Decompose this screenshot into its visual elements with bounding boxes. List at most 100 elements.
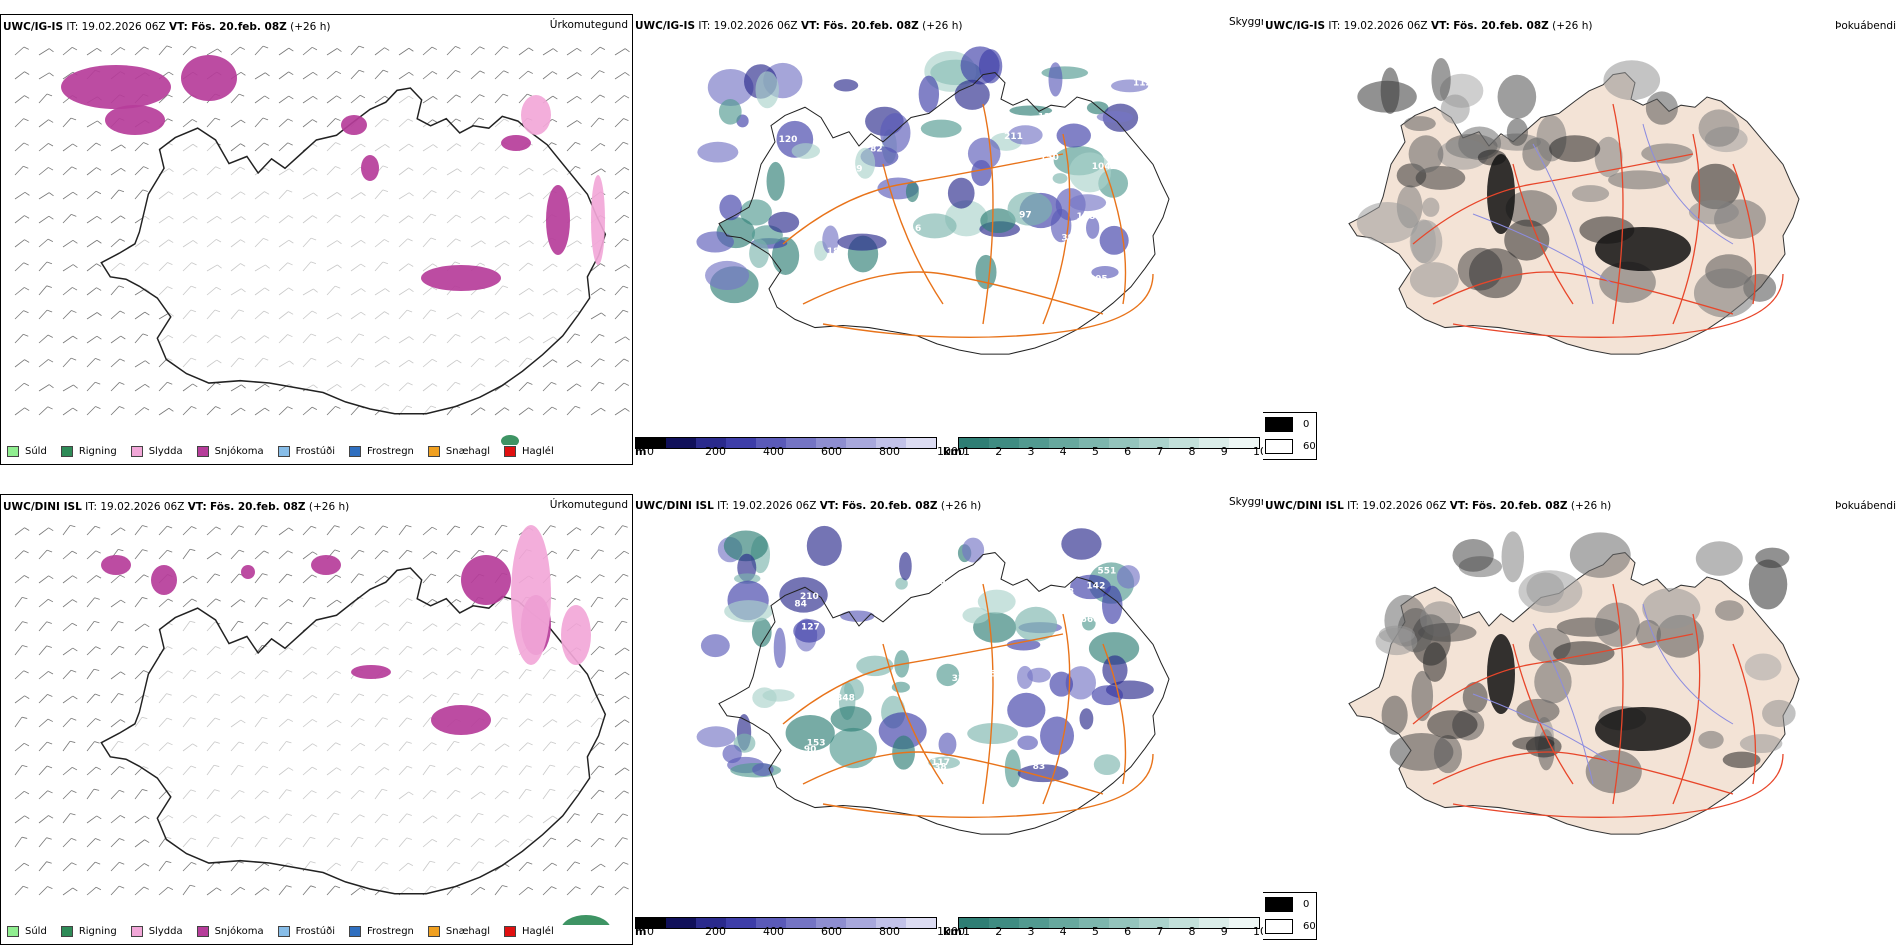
wind-barb-shaft xyxy=(14,621,23,632)
wind-barb-flag xyxy=(550,837,557,841)
wind-barb-shaft xyxy=(614,886,624,896)
wind-barb-shaft xyxy=(518,93,528,104)
wind-barb-flag xyxy=(599,646,605,649)
ceiling-area xyxy=(840,610,875,622)
fog-area xyxy=(1462,681,1488,713)
wind-barb-flag xyxy=(95,190,102,195)
wind-barb-shaft xyxy=(470,886,481,896)
wind-barb-flag xyxy=(455,549,461,553)
wind-barb-shaft xyxy=(134,407,145,416)
wind-barb xyxy=(110,885,125,896)
colorbar-tick: 10 xyxy=(1253,445,1263,458)
colorbar-tick: 1 xyxy=(963,445,970,458)
wind-barb xyxy=(230,549,245,560)
ceiling-label: 131 xyxy=(805,172,824,182)
wind-barb xyxy=(590,789,605,800)
visibility-area xyxy=(928,756,960,769)
ceiling-area xyxy=(696,726,736,748)
wind-barb-flag xyxy=(119,382,125,385)
wind-barb-shaft xyxy=(326,525,335,536)
wind-barb xyxy=(14,239,30,248)
legend-item: Frostregn xyxy=(349,446,414,457)
wind-barb xyxy=(134,189,148,200)
wind-barb xyxy=(542,382,557,392)
colorbar-step xyxy=(696,918,726,928)
wind-barb-shaft xyxy=(614,167,625,176)
wind-barb xyxy=(614,285,629,296)
wind-barb xyxy=(614,214,630,224)
colorbar-step xyxy=(1079,438,1109,448)
wind-barb-flag xyxy=(407,549,413,553)
wind-barb-shaft xyxy=(14,239,25,248)
wind-barb-shaft xyxy=(14,142,25,152)
wind-barb-shaft xyxy=(278,573,288,584)
wind-barb-flag xyxy=(575,597,581,601)
wind-barb-shaft xyxy=(518,861,528,872)
wind-barb-shaft xyxy=(566,575,577,584)
wind-barb xyxy=(518,407,534,416)
wind-barb-shaft xyxy=(38,119,49,128)
wind-barb-flag xyxy=(502,93,509,97)
wind-barb xyxy=(230,384,246,392)
precip-map xyxy=(14,45,630,445)
fog-legend-swatch xyxy=(1265,897,1293,912)
wind-barb-flag xyxy=(46,261,53,265)
wind-barb-shaft xyxy=(86,406,96,416)
wind-barb xyxy=(518,47,534,56)
iceland-outline xyxy=(100,87,607,415)
wind-barb-flag xyxy=(214,573,221,576)
colorbar-step xyxy=(876,438,906,448)
wind-barb xyxy=(470,70,485,80)
colorbar-tick: 2 xyxy=(995,925,1003,938)
wind-barb xyxy=(134,166,149,176)
ceiling-label: 370 xyxy=(956,242,975,252)
wind-barb xyxy=(86,263,102,272)
wind-barb-flag xyxy=(46,741,53,745)
wind-barb-flag xyxy=(47,238,54,242)
wind-barb-shaft xyxy=(38,575,49,584)
wind-barb-flag xyxy=(599,574,605,578)
wind-barb-shaft xyxy=(14,407,25,416)
wind-barb-flag xyxy=(24,575,30,579)
wind-barb-flag xyxy=(623,238,629,242)
wind-barb xyxy=(302,71,318,80)
wind-barb-flag xyxy=(624,48,630,53)
wind-barb-flag xyxy=(624,95,630,99)
wind-barb xyxy=(614,95,630,104)
wind-barb-shaft xyxy=(110,310,121,320)
wind-barb-flag xyxy=(120,599,126,604)
ceiling-label: 124 xyxy=(842,584,861,594)
wind-barb-shaft xyxy=(182,526,192,536)
wind-barb-shaft xyxy=(38,192,50,200)
ceiling-label: 211 xyxy=(1004,132,1023,142)
wind-barb xyxy=(446,46,461,56)
ceiling-label: 94 xyxy=(903,644,916,654)
colorbar-step xyxy=(756,438,786,448)
wind-barb-flag xyxy=(406,525,412,528)
wind-barb-flag xyxy=(382,69,389,73)
wind-barb-shaft xyxy=(38,406,49,416)
panel-header: UWC/IG-IS IT: 19.02.2026 06Z VT: Fös. 20… xyxy=(1265,20,1593,32)
precip-panel-bottom: UWC/DINI ISL IT: 19.02.2026 06Z VT: Fös.… xyxy=(0,494,633,945)
wind-barb-flag xyxy=(576,95,582,100)
wind-barb-shaft xyxy=(302,95,314,104)
colorbar-step xyxy=(816,918,846,928)
wind-barb-flag xyxy=(71,862,77,866)
colorbar-step xyxy=(1229,918,1259,928)
wind-barb-shaft xyxy=(62,647,74,656)
legend-label: Snæhagl xyxy=(445,446,491,457)
wind-barb-flag xyxy=(23,165,29,169)
wind-barb-flag xyxy=(24,815,30,819)
wind-barb xyxy=(38,261,53,272)
wind-barb xyxy=(278,95,294,104)
wind-barb-flag xyxy=(262,573,268,576)
wind-barb-shaft xyxy=(302,597,311,608)
wind-barb-flag xyxy=(454,525,461,529)
wind-barb-shaft xyxy=(254,622,264,632)
wind-barb-shaft xyxy=(614,309,624,320)
wind-barb-shaft xyxy=(14,191,26,200)
wind-barb-shaft xyxy=(134,863,145,872)
wind-barb xyxy=(62,717,77,728)
wind-barb xyxy=(14,645,28,656)
wind-barb xyxy=(110,861,125,872)
